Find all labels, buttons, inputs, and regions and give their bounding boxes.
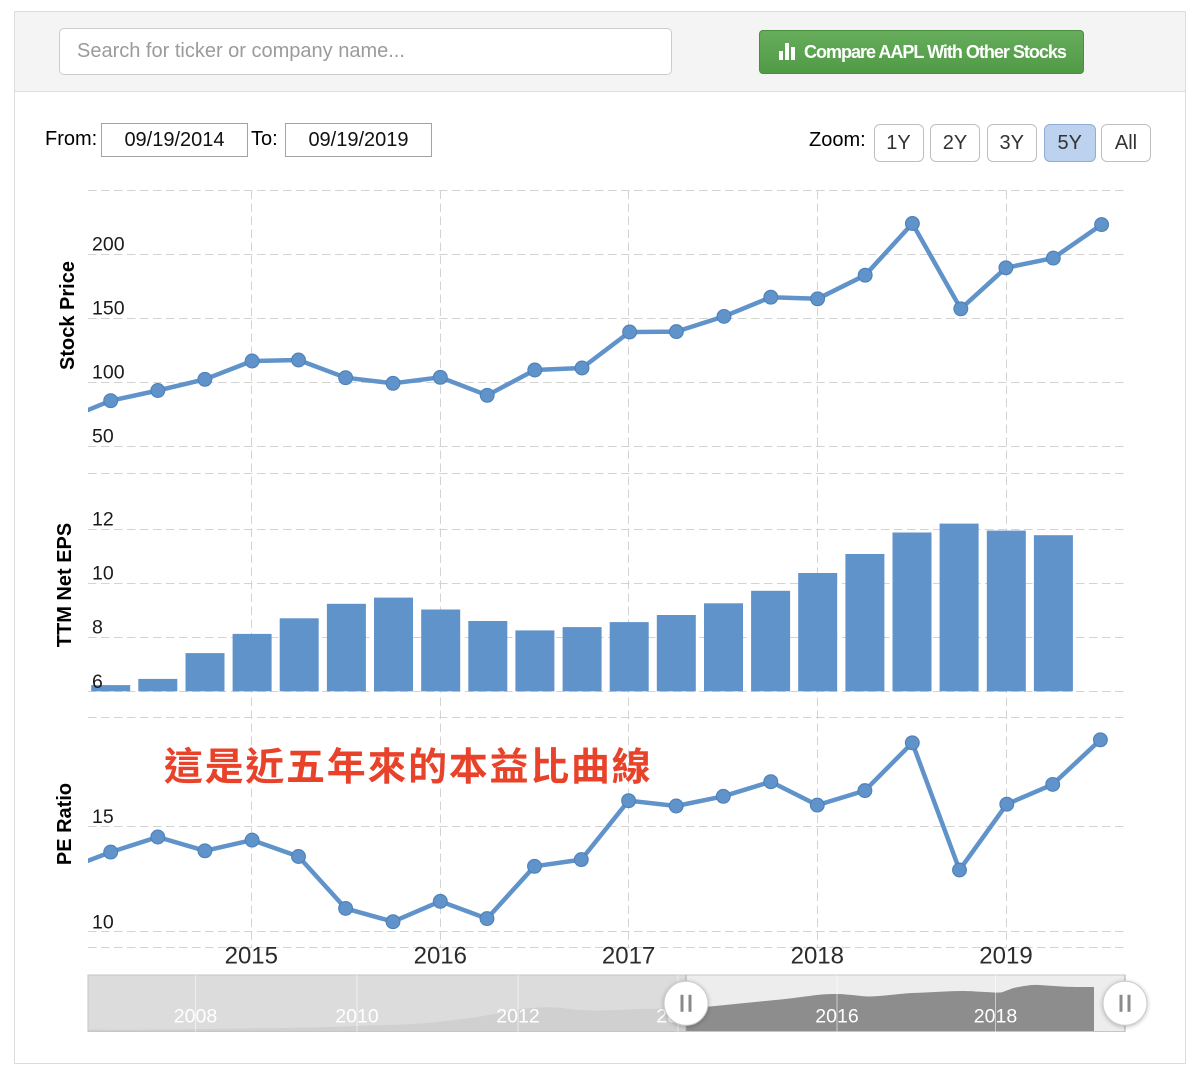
svg-text:2017: 2017 bbox=[602, 943, 655, 970]
svg-text:10: 10 bbox=[92, 563, 114, 585]
svg-text:2015: 2015 bbox=[225, 943, 278, 970]
svg-text:PE Ratio: PE Ratio bbox=[54, 783, 76, 865]
svg-text:2016: 2016 bbox=[414, 943, 467, 970]
svg-text:50: 50 bbox=[92, 426, 114, 448]
svg-text:12: 12 bbox=[92, 509, 114, 531]
svg-text:2018: 2018 bbox=[974, 1006, 1017, 1028]
svg-text:2018: 2018 bbox=[791, 943, 844, 970]
svg-text:2016: 2016 bbox=[815, 1006, 858, 1028]
svg-text:TTM Net EPS: TTM Net EPS bbox=[54, 523, 76, 647]
svg-text:2008: 2008 bbox=[174, 1006, 217, 1028]
svg-text:200: 200 bbox=[92, 234, 125, 256]
svg-text:15: 15 bbox=[92, 806, 114, 828]
svg-text:2012: 2012 bbox=[496, 1006, 539, 1028]
svg-text:6: 6 bbox=[92, 671, 103, 693]
svg-text:2010: 2010 bbox=[335, 1006, 379, 1028]
svg-text:2019: 2019 bbox=[979, 943, 1032, 970]
svg-text:8: 8 bbox=[92, 617, 103, 639]
svg-text:150: 150 bbox=[92, 298, 125, 320]
svg-text:Stock Price: Stock Price bbox=[57, 261, 79, 370]
svg-text:10: 10 bbox=[92, 911, 114, 933]
svg-text:100: 100 bbox=[92, 362, 125, 384]
